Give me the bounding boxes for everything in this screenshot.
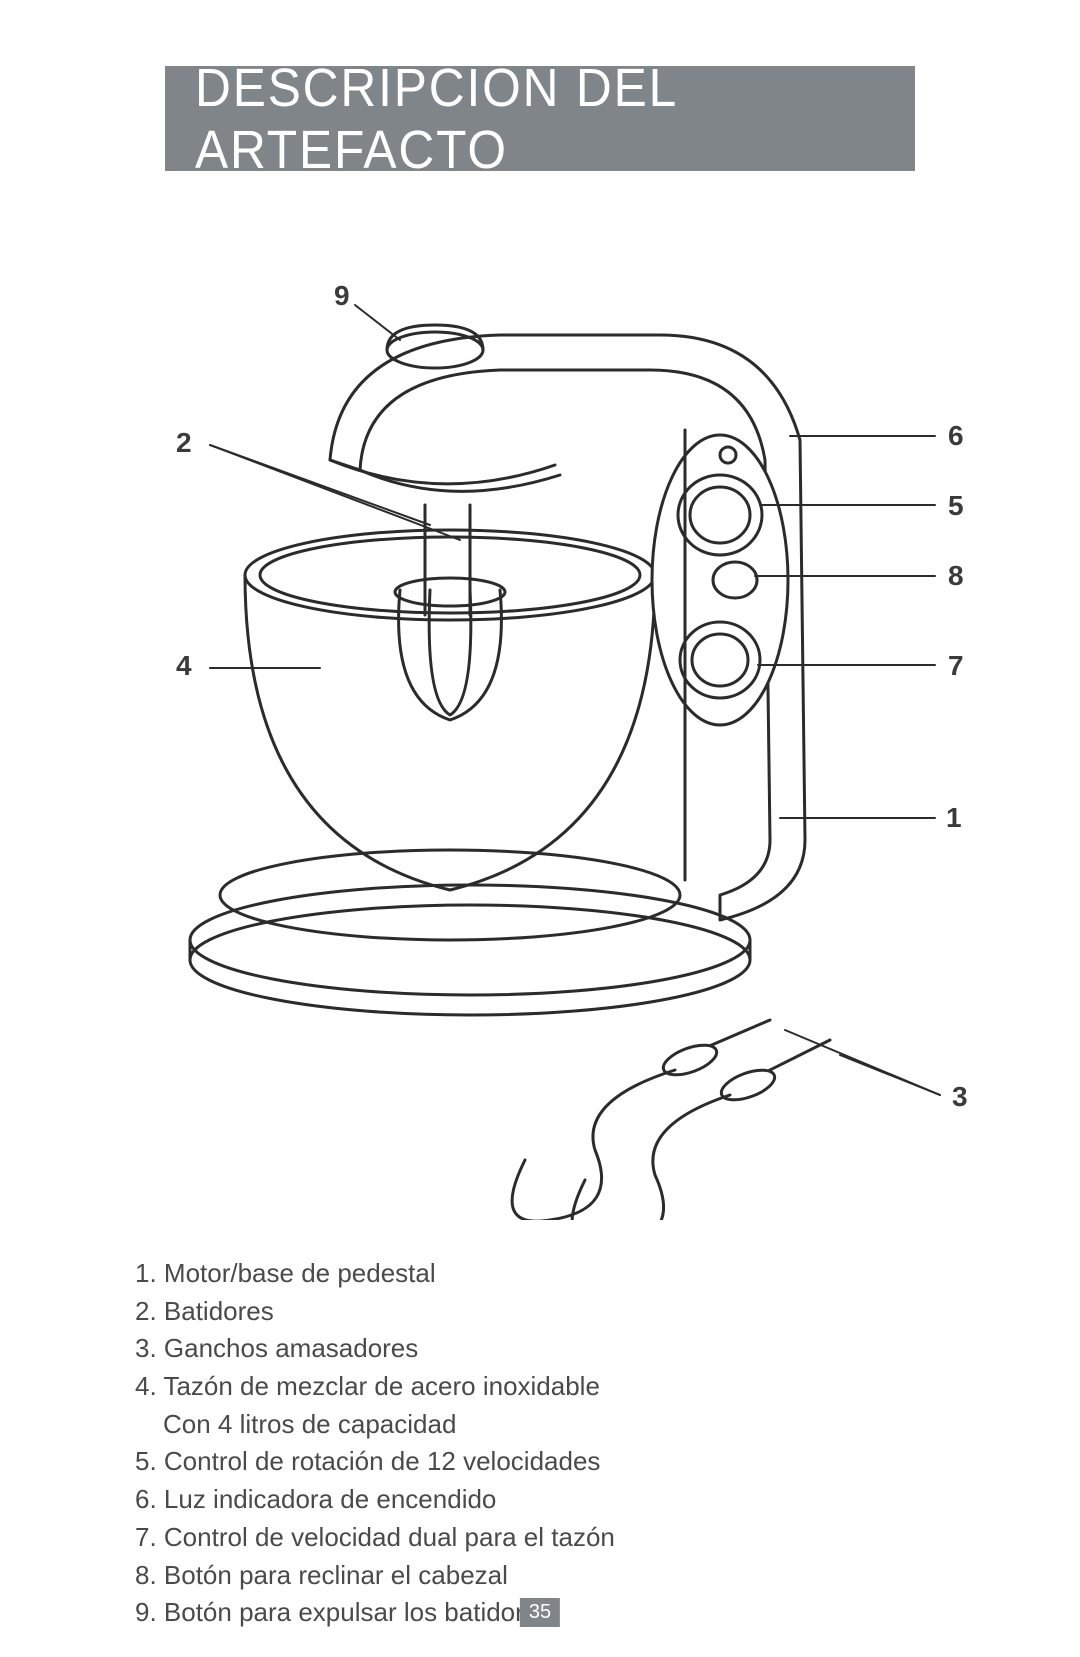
callout-5: 5 [948,490,964,522]
legend-item-4b: Con 4 litros de capacidad [135,1406,935,1444]
legend-item-4: 4. Tazón de mezclar de acero inoxidable [135,1368,935,1406]
legend-item-6: 6. Luz indicadora de encendido [135,1481,935,1519]
legend-item-2: 2. Batidores [135,1293,935,1331]
legend-item-7: 7. Control de velocidad dual para el taz… [135,1519,935,1557]
product-diagram: 2 4 9 6 5 8 7 1 3 [130,280,950,1220]
legend-item-5: 5. Control de rotación de 12 velocidades [135,1443,935,1481]
callout-1: 1 [946,802,962,834]
legend-item-8: 8. Botón para reclinar el cabezal [135,1557,935,1595]
title-bar: DESCRIPCION DEL ARTEFACTO [165,66,915,171]
legend-item-3: 3. Ganchos amasadores [135,1330,935,1368]
page-number: 35 [520,1598,560,1627]
callout-8: 8 [948,560,964,592]
mixer-illustration [130,280,950,1220]
callout-9: 9 [334,280,350,312]
callout-2: 2 [176,427,192,459]
callout-6: 6 [948,420,964,452]
callout-3: 3 [952,1081,968,1113]
legend-list: 1. Motor/base de pedestal 2. Batidores 3… [135,1255,935,1632]
legend-item-1: 1. Motor/base de pedestal [135,1255,935,1293]
callout-4: 4 [176,650,192,682]
page-title: DESCRIPCION DEL ARTEFACTO [195,57,885,181]
callout-7: 7 [948,650,964,682]
